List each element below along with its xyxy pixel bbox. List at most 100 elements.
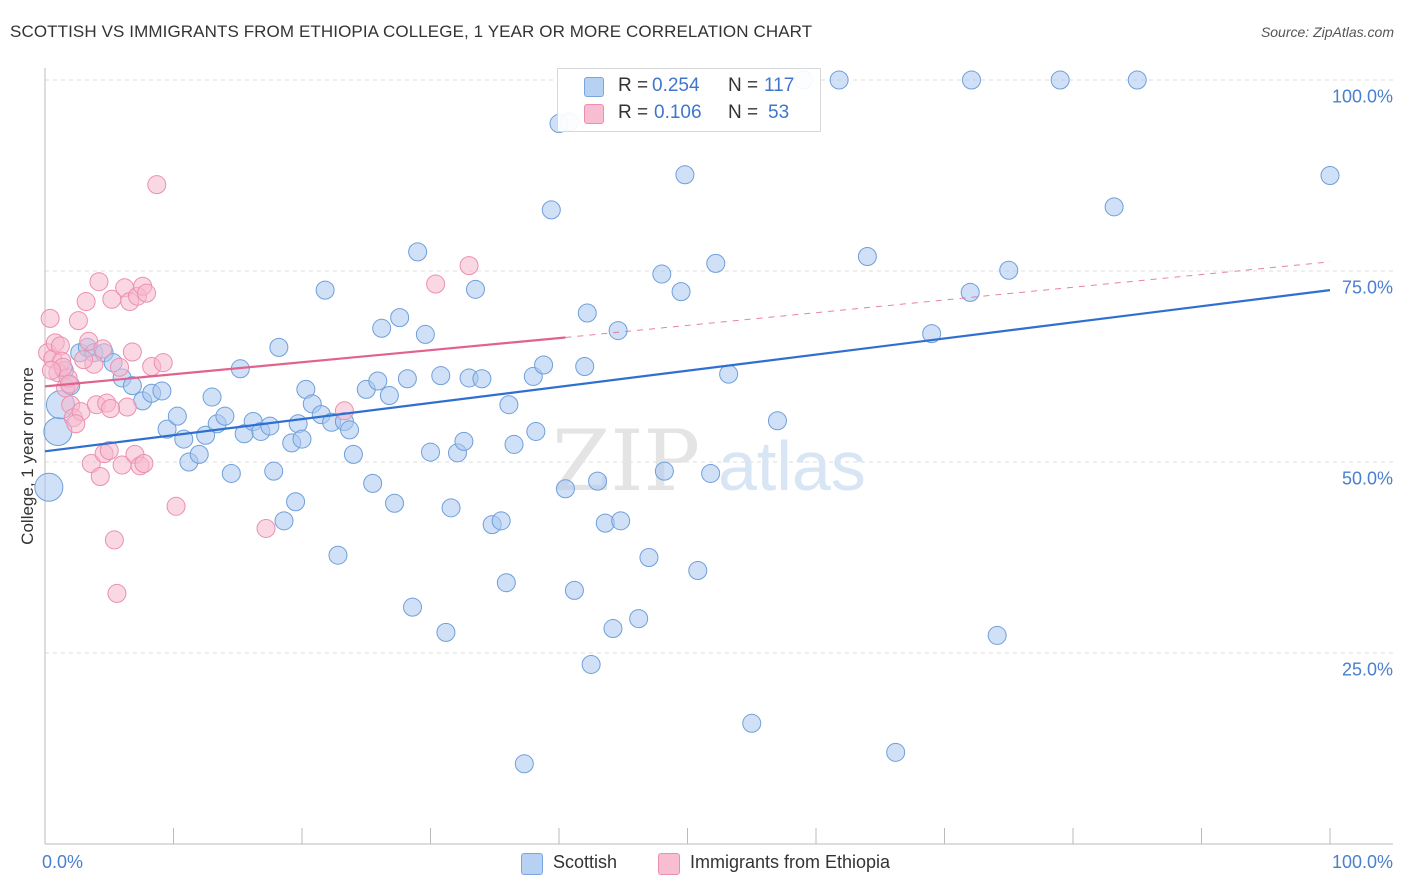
scottish-point [441, 498, 461, 518]
scottish-point [157, 419, 177, 439]
scottish-point [1050, 70, 1070, 90]
n-label: N = [728, 102, 759, 123]
x-tick-label: 100.0% [1331, 852, 1393, 872]
trend-lines [44, 261, 1331, 453]
legend-swatch-pink [584, 104, 604, 124]
ethiopia-point [117, 397, 137, 417]
scottish-point [189, 444, 209, 464]
ethiopia-point [110, 357, 130, 377]
scottish-point [385, 493, 405, 513]
watermark: ZIP atlas [552, 412, 866, 510]
x-tick-label: 0.0% [42, 852, 84, 872]
y-tick-label: 100.0% [1331, 86, 1393, 107]
scottish-point [465, 279, 485, 299]
scottish-point [541, 200, 561, 220]
scottish-point [719, 364, 739, 384]
ethiopia-point [153, 353, 173, 373]
scottish-point [564, 580, 584, 600]
legend-label: Immigrants from Ethiopia [690, 852, 891, 872]
series-scottish [34, 70, 1340, 774]
ethiopia-point [107, 583, 127, 603]
scottish-point [215, 406, 235, 426]
scottish-point [499, 395, 519, 415]
scottish-point [999, 260, 1019, 280]
chart-title: SCOTTISH VS IMMIGRANTS FROM ETHIOPIA COL… [10, 22, 813, 41]
scottish-point [611, 511, 631, 531]
scottish-point [122, 376, 142, 396]
ethiopia-point [41, 360, 61, 380]
y-tick-label: 25.0% [1341, 659, 1393, 680]
ethiopia-point [166, 496, 186, 516]
scottish-point [629, 609, 649, 629]
ethiopia-point [66, 414, 86, 434]
ethiopia-point [426, 274, 446, 294]
scottish-point [421, 442, 440, 462]
scottish-point [706, 253, 726, 273]
ethiopia-point [76, 292, 96, 312]
scottish-point [379, 386, 399, 406]
scottish-point [688, 560, 708, 580]
ethiopia-point [256, 518, 276, 538]
scottish-point [767, 411, 787, 431]
scottish-point [167, 406, 187, 426]
n-value: 117 [764, 75, 795, 96]
scottish-point [202, 387, 222, 407]
ethiopia-point [147, 175, 167, 195]
scottish-point [368, 371, 388, 391]
source-label: Source: ZipAtlas.com [1260, 24, 1394, 40]
scottish-point [603, 619, 623, 639]
scottish-point [286, 492, 306, 512]
ethiopia-point [122, 342, 142, 362]
ethiopia-point [74, 350, 94, 370]
legend-label: Scottish [553, 852, 618, 872]
ethiopia-point [40, 308, 60, 328]
scottish-point [221, 463, 241, 483]
axes [44, 68, 1393, 845]
scottish-point [408, 242, 428, 262]
ethiopia-trend-extension [565, 261, 1331, 338]
y-tick-label: 75.0% [1341, 277, 1393, 298]
scottish-point [857, 246, 877, 266]
scottish-point [343, 444, 363, 464]
ethiopia-point [89, 272, 109, 292]
scottish-point [922, 324, 942, 344]
scottish-point [397, 369, 417, 389]
ethiopia-point [104, 530, 124, 550]
legend-row-ethiopia: R = 0.106 N = 53 [558, 100, 820, 128]
legend-swatch-blue [521, 853, 543, 875]
scottish-point [34, 472, 64, 502]
scottish-point [403, 597, 423, 617]
scottish-point [671, 282, 691, 302]
scottish-point [472, 369, 492, 389]
scottish-trend-line [44, 289, 1331, 453]
scottish-point [152, 381, 172, 401]
scottish-point [264, 461, 284, 481]
scottish-point [526, 421, 546, 441]
scottish-point [742, 713, 762, 733]
ethiopia-point [90, 467, 110, 487]
ethiopia-point [101, 399, 121, 419]
r-label: R = [618, 75, 649, 96]
scottish-point [491, 511, 511, 531]
series-ethiopia [38, 175, 479, 603]
ethiopia-point [81, 454, 101, 474]
ethiopia-point [137, 283, 157, 303]
scottish-point [652, 264, 672, 284]
n-label: N = [728, 75, 759, 96]
scottish-point [534, 355, 554, 375]
scottish-point [581, 654, 601, 674]
scottish-point [496, 573, 516, 593]
scottish-point [372, 318, 392, 338]
r-label: R = [618, 102, 649, 123]
watermark-zip: ZIP [552, 412, 700, 510]
scottish-point [415, 324, 435, 344]
legend-swatch-blue [584, 77, 604, 97]
legend-swatch-pink [658, 853, 680, 875]
scottish-point [829, 70, 849, 90]
ethiopia-trend-line [44, 336, 566, 388]
scottish-point [436, 622, 456, 642]
scottish-point [608, 321, 628, 341]
scottish-point [504, 434, 524, 454]
scottish-point [260, 416, 280, 436]
n-value: 53 [768, 102, 790, 123]
